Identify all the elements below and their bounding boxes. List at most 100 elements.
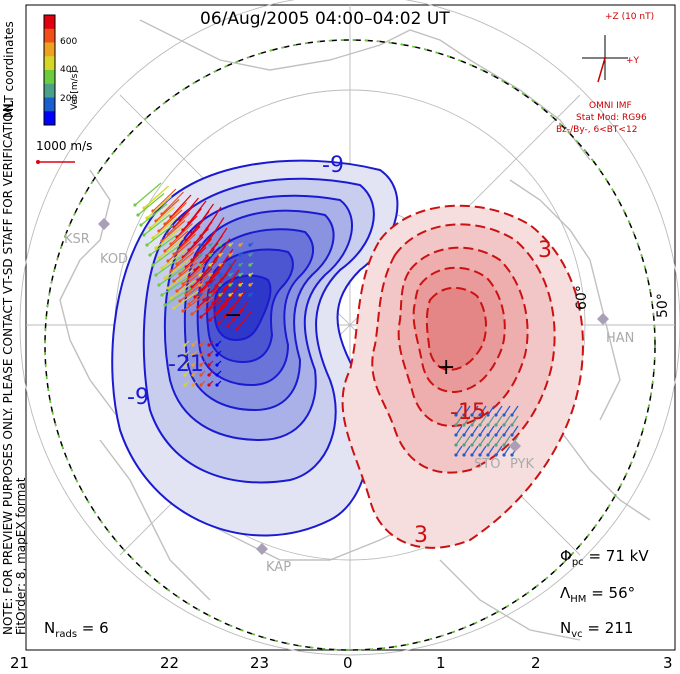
velocity-vector-origin bbox=[207, 373, 211, 377]
velocity-vector-origin bbox=[502, 443, 506, 447]
velocity-vector bbox=[221, 287, 238, 307]
mlt-label-21: 21 bbox=[10, 654, 30, 672]
n-rads-value: 6 bbox=[99, 619, 109, 637]
velocity-vector bbox=[487, 425, 495, 436]
velocity-vector bbox=[185, 247, 207, 268]
velocity-vector-origin bbox=[215, 343, 219, 347]
velocity-vector-origin bbox=[154, 273, 158, 277]
velocity-vector bbox=[503, 435, 511, 446]
velocity-vector-origin bbox=[160, 293, 164, 297]
velocity-vector bbox=[455, 405, 463, 416]
velocity-vector-origin bbox=[199, 383, 203, 387]
velocity-vector bbox=[182, 236, 204, 258]
velocity-vector-origin bbox=[139, 223, 143, 227]
imf-condition: Bz-/By-, 6<BT<12 bbox=[556, 125, 638, 135]
velocity-vector bbox=[155, 227, 181, 249]
velocity-vector bbox=[167, 212, 190, 235]
velocity-vector bbox=[161, 277, 189, 296]
velocity-vector-origin bbox=[462, 413, 466, 417]
colorbar-segment bbox=[44, 42, 55, 57]
velocity-vector bbox=[511, 425, 519, 436]
velocity-vector bbox=[164, 287, 192, 306]
velocity-vector bbox=[236, 311, 252, 330]
velocity-vector-origin bbox=[151, 263, 155, 267]
velocity-vector-origin bbox=[169, 296, 173, 300]
velocity-vector-origin bbox=[199, 343, 203, 347]
colorbar-unit: Vel [m/s] bbox=[70, 70, 80, 110]
velocity-vector bbox=[194, 278, 216, 298]
velocity-vector-origin bbox=[207, 353, 211, 357]
velocity-vector bbox=[215, 295, 234, 314]
velocity-vector-origin bbox=[238, 253, 242, 257]
lambda-hm-value: 56° bbox=[608, 584, 636, 602]
velocity-vector-origin bbox=[478, 433, 482, 437]
velocity-vector-origin bbox=[169, 269, 173, 273]
velocity-vector-origin bbox=[486, 433, 490, 437]
imf-vector bbox=[597, 57, 606, 83]
velocity-vector-origin bbox=[183, 363, 187, 367]
velocity-vector bbox=[197, 260, 217, 281]
velocity-vector-origin bbox=[462, 443, 466, 447]
velocity-vector-origin bbox=[454, 423, 458, 427]
velocity-vector bbox=[479, 425, 487, 436]
velocity-vector-origin bbox=[151, 236, 155, 240]
latitude-label-60: 60° bbox=[574, 285, 590, 310]
velocity-vector-origin bbox=[478, 453, 482, 457]
velocity-vector-origin bbox=[238, 293, 242, 297]
velocity-vector-origin bbox=[502, 433, 506, 437]
velocity-vector bbox=[463, 415, 471, 426]
velocity-vector bbox=[170, 223, 193, 245]
velocity-vector-origin bbox=[142, 233, 146, 237]
velocity-vector-origin bbox=[163, 276, 167, 280]
velocity-vector-origin bbox=[228, 243, 232, 247]
velocity-vector bbox=[134, 182, 162, 206]
velocity-vector-origin bbox=[248, 253, 252, 257]
contour-label-neg9-left: -9 bbox=[127, 385, 149, 410]
mlt-label-0: 0 bbox=[343, 654, 353, 672]
velocity-vector-origin bbox=[470, 423, 474, 427]
colorbar-tick-400: 400 bbox=[60, 65, 78, 75]
velocity-vector-origin bbox=[208, 273, 212, 277]
velocity-vector bbox=[471, 445, 479, 456]
velocity-vector-origin bbox=[248, 263, 252, 267]
coordinate-system-label: MLT coordinates bbox=[2, 21, 16, 118]
velocity-vector-origin bbox=[494, 433, 498, 437]
velocity-vector-origin bbox=[218, 263, 222, 267]
colorbar-segment bbox=[44, 83, 55, 98]
velocity-vector-origin bbox=[470, 433, 474, 437]
imf-source: OMNI IMF bbox=[589, 101, 632, 111]
velocity-vector bbox=[471, 425, 479, 436]
velocity-vector-origin bbox=[136, 213, 140, 217]
velocity-vector bbox=[495, 425, 503, 436]
velocity-vector bbox=[455, 425, 463, 436]
velocity-vector bbox=[161, 248, 187, 269]
velocity-vector-origin bbox=[454, 453, 458, 457]
velocity-vector bbox=[176, 215, 198, 238]
velocity-vector bbox=[227, 308, 244, 327]
velocity-vector bbox=[511, 405, 519, 416]
station-sto: STO bbox=[474, 457, 501, 472]
velocity-vector bbox=[511, 415, 519, 426]
velocity-vector bbox=[164, 202, 187, 225]
velocity-vector bbox=[503, 405, 511, 416]
colorbar-segment bbox=[44, 56, 55, 71]
velocity-vector-origin bbox=[470, 443, 474, 447]
velocity-vector bbox=[149, 235, 177, 256]
velocity-vector-origin bbox=[198, 293, 202, 297]
velocity-vector bbox=[197, 289, 219, 308]
mlt-label-2: 2 bbox=[531, 654, 541, 672]
velocity-vector-origin bbox=[183, 353, 187, 357]
velocity-vector-origin bbox=[196, 305, 200, 309]
velocity-vector bbox=[143, 185, 169, 209]
velocity-vector bbox=[161, 220, 186, 242]
contour-label-3-bottom: 3 bbox=[414, 523, 428, 548]
velocity-vector bbox=[188, 257, 210, 278]
velocity-vector-origin bbox=[486, 453, 490, 457]
velocity-vector-origin bbox=[454, 413, 458, 417]
velocity-vector-origin bbox=[208, 243, 212, 247]
velocity-vector bbox=[170, 194, 192, 218]
velocity-vector bbox=[170, 280, 196, 299]
velocity-vector-origin bbox=[510, 423, 514, 427]
velocity-vector bbox=[191, 239, 211, 261]
vector-scale-label: 1000 m/s bbox=[36, 139, 93, 153]
